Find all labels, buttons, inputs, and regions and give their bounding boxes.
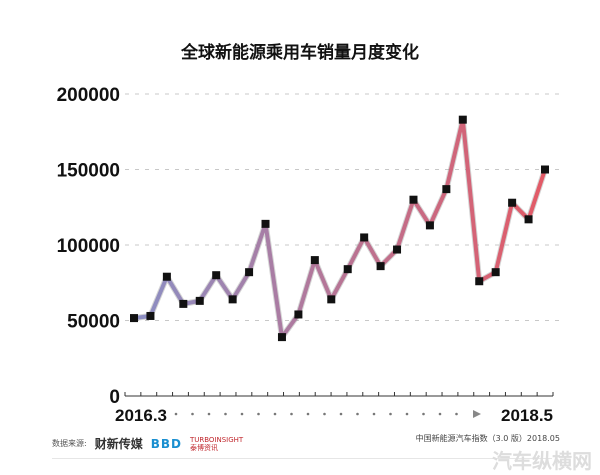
data-point [475,277,484,286]
data-point [212,271,221,280]
y-tick-label: 50000 [67,312,120,333]
footer-divider [52,458,552,459]
index-note: 中国新能源汽车指数（3.0 版）2018.05 [415,434,560,443]
data-point [195,296,204,305]
x-end-label: 2018.5 [501,406,553,425]
data-point [458,115,467,124]
data-point [541,165,549,174]
source-label: 数据来源: [52,439,87,448]
data-point [409,195,418,204]
data-point [277,333,286,342]
y-tick-label: 0 [109,387,120,408]
data-point [524,215,533,224]
turboinsight-logo-cn: 泰博资讯 [189,443,218,452]
x-start-label: 2016.3 [115,406,167,425]
data-point [393,245,402,254]
caixin-logo: 财新传媒 [94,437,143,451]
data-point [261,219,270,228]
data-point [376,262,385,271]
data-point [146,311,155,320]
data-point [310,256,319,265]
timeline-dot [339,412,343,416]
data-point [327,295,336,304]
data-point [130,314,138,323]
data-point [491,268,500,277]
data-source: 数据来源: 财新传媒 BBD TURBOINSIGHT 泰博资讯 [52,435,243,452]
timeline-dot [207,412,211,416]
y-tick-label: 200000 [57,85,120,106]
timeline-dot [191,412,194,416]
data-point [442,185,451,194]
timeline-dot [273,412,277,416]
data-point [179,299,188,308]
timeline-dot [438,412,442,416]
y-tick-label: 100000 [57,236,120,257]
data-point [425,221,434,230]
y-tick-label: 150000 [57,161,120,182]
timeline-dot [174,412,178,416]
timeline-dot [224,412,227,416]
data-point [228,295,237,304]
watermark: 汽车纵横网 [492,449,592,473]
data-point [360,233,369,242]
timeline-dot [455,412,458,416]
timeline-dot [389,412,392,416]
timeline-dot [405,412,409,416]
data-point [294,310,303,319]
timeline-dot [290,412,293,416]
data-point [508,198,517,207]
data-point [245,268,254,277]
chart-title: 全球新能源乘用车销量月度变化 [181,43,419,63]
timeline-dot [323,412,326,416]
timeline-dot [257,412,260,416]
bbd-logo: BBD [150,436,182,451]
timeline-dot [422,412,425,416]
turboinsight-logo-en: TURBOINSIGHT [189,435,244,444]
timeline-arrow-icon [473,410,481,418]
series-line-shadow [133,116,548,341]
series-line [133,117,547,340]
timeline-dot [240,412,244,416]
data-point [343,265,352,274]
turboinsight-logo: TURBOINSIGHT 泰博资讯 [190,436,243,452]
timeline-dot [306,412,310,416]
timeline-dot [356,412,359,416]
timeline-dot [372,412,376,416]
data-point [162,272,171,281]
